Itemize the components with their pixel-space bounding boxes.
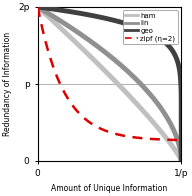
Y-axis label: Redundancy of Information: Redundancy of Information bbox=[3, 32, 12, 136]
lin bbox=[106, 53, 109, 55]
ham bbox=[150, 118, 152, 121]
geo bbox=[176, 59, 178, 61]
ham bbox=[37, 6, 39, 8]
Line: geo: geo bbox=[38, 7, 181, 161]
lin bbox=[176, 137, 178, 140]
Line: zipf (η=2): zipf (η=2) bbox=[38, 7, 181, 140]
lin bbox=[176, 138, 178, 140]
Legend: ham, lin, geo, zipf (η=2): ham, lin, geo, zipf (η=2) bbox=[123, 10, 178, 44]
ham bbox=[106, 72, 109, 75]
geo bbox=[103, 17, 105, 19]
geo bbox=[180, 160, 182, 162]
zipf (η=2) bbox=[180, 139, 182, 141]
zipf (η=2) bbox=[150, 138, 152, 140]
X-axis label: Amount of Unique Information: Amount of Unique Information bbox=[51, 183, 168, 192]
geo bbox=[44, 7, 46, 9]
geo bbox=[176, 59, 178, 61]
zipf (η=2) bbox=[37, 6, 39, 8]
lin bbox=[44, 10, 46, 13]
zipf (η=2) bbox=[103, 129, 105, 131]
lin bbox=[150, 94, 152, 96]
geo bbox=[37, 6, 39, 8]
ham bbox=[180, 160, 182, 162]
Line: ham: ham bbox=[38, 7, 181, 161]
geo bbox=[106, 18, 109, 20]
zipf (η=2) bbox=[106, 130, 109, 133]
lin bbox=[103, 50, 105, 52]
lin bbox=[37, 6, 39, 8]
ham bbox=[44, 13, 46, 15]
ham bbox=[176, 152, 178, 154]
zipf (η=2) bbox=[176, 139, 178, 141]
geo bbox=[150, 32, 152, 34]
ham bbox=[176, 152, 178, 154]
Line: lin: lin bbox=[38, 7, 181, 161]
ham bbox=[103, 68, 105, 71]
zipf (η=2) bbox=[44, 39, 46, 41]
lin bbox=[180, 160, 182, 162]
zipf (η=2) bbox=[176, 139, 178, 141]
